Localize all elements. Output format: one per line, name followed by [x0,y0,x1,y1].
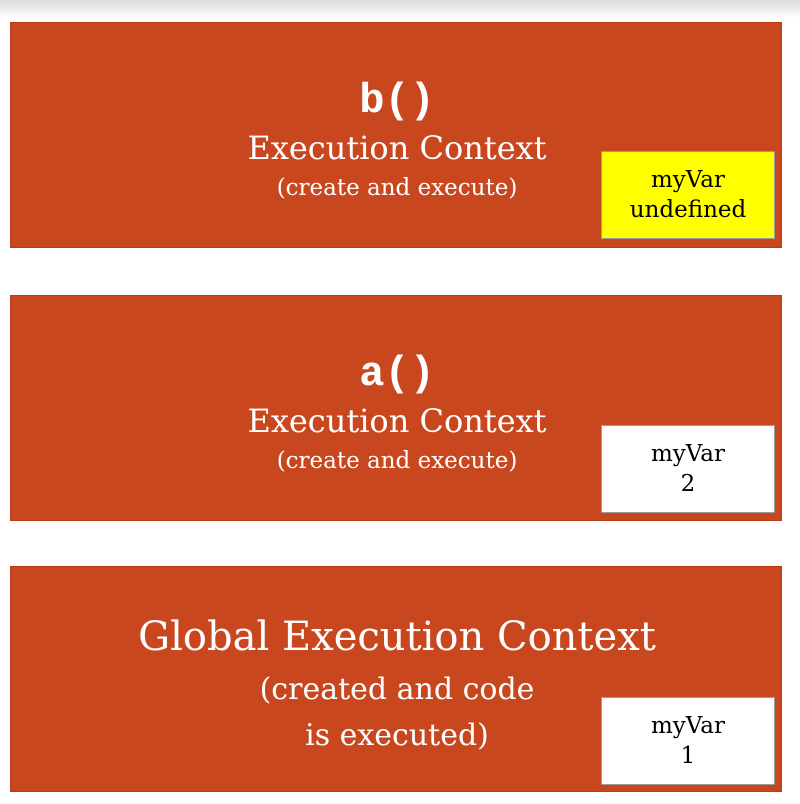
variable-box-global: myVar 1 [601,697,775,785]
context-subtitle-a: (create and execute) [276,448,518,474]
variable-name-global: myVar [650,713,725,739]
variable-value-global: 1 [680,743,696,769]
global-context-subtitle-line2: is executed) [305,718,489,753]
global-context-title: Global Execution Context [138,614,656,660]
context-title-a: Execution Context [247,402,547,440]
variable-box-b: myVar undefined [601,151,775,239]
global-context-subtitle-line1: (created and code [259,672,535,707]
context-title-b: Execution Context [247,129,547,167]
variable-value-a: 2 [680,471,696,497]
variable-box-a: myVar 2 [601,425,775,513]
top-edge-shadow [0,0,800,18]
global-execution-context: Global Execution Context (created and co… [10,566,782,792]
execution-context-b: b() Execution Context (create and execut… [10,22,782,248]
variable-value-b: undefined [629,197,747,223]
execution-context-a: a() Execution Context (create and execut… [10,295,782,521]
function-name-b: b() [359,77,435,125]
variable-name-a: myVar [650,441,725,467]
variable-name-b: myVar [650,167,725,193]
function-name-a: a() [359,350,435,398]
context-subtitle-b: (create and execute) [276,175,518,201]
